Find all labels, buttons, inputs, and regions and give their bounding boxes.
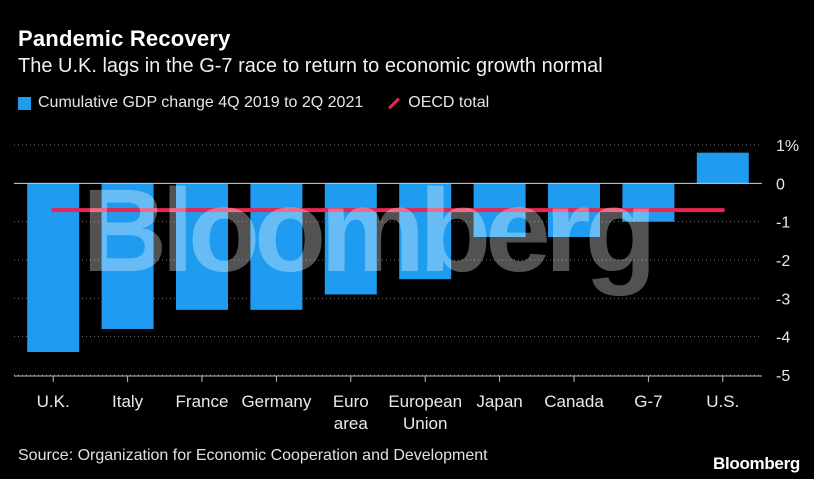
y-tick-label: -3 — [776, 291, 790, 308]
x-tick-label: Japan — [476, 392, 522, 411]
bar — [399, 183, 452, 280]
x-tick-label: G-7 — [634, 392, 662, 411]
legend-line-label: OECD total — [408, 94, 490, 111]
y-tick-label: -5 — [776, 368, 790, 385]
legend-bar-label: Cumulative GDP change 4Q 2019 to 2Q 2021 — [38, 94, 364, 111]
bar — [101, 183, 154, 329]
bloomberg-logo: Bloomberg — [712, 454, 800, 473]
bar — [622, 183, 675, 222]
bar — [176, 183, 228, 310]
y-tick-label: 0 — [776, 176, 785, 193]
x-tick-label: area — [334, 414, 369, 433]
x-tick-label: Italy — [112, 392, 144, 411]
y-tick-label: -4 — [776, 330, 790, 347]
x-tick-label: Euro — [333, 392, 369, 411]
legend: Cumulative GDP change 4Q 2019 to 2Q 2021… — [18, 94, 489, 112]
x-tick-label: Union — [403, 414, 447, 433]
x-tick-label: U.S. — [706, 392, 739, 411]
y-tick-label: 1% — [776, 138, 799, 155]
legend-bar-swatch — [18, 96, 31, 110]
y-tick-label: -1 — [776, 215, 790, 232]
y-tick-label: -2 — [776, 253, 790, 270]
source-note: Source: Organization for Economic Cooper… — [18, 447, 488, 464]
bar — [250, 183, 303, 310]
chart-title: Pandemic Recovery — [18, 26, 231, 51]
x-tick-label: Canada — [544, 392, 604, 411]
x-tick-label: France — [176, 392, 229, 411]
chart-subtitle: The U.K. lags in the G-7 race to return … — [18, 55, 603, 77]
x-tick-label: European — [388, 392, 462, 411]
bar — [696, 152, 749, 184]
bar — [324, 183, 377, 295]
x-tick-label: Germany — [241, 392, 311, 411]
x-tick-label: U.K. — [37, 392, 70, 411]
